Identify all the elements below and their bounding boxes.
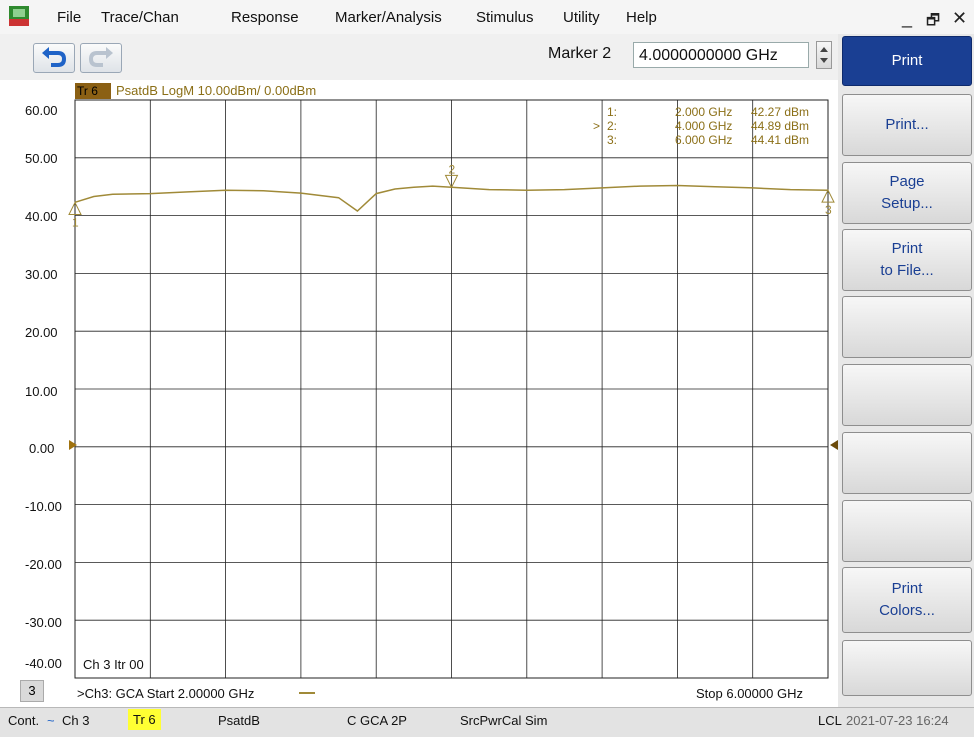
marker-label: Marker 2 xyxy=(548,45,612,62)
y-tick-label: -30.00 xyxy=(25,615,62,630)
marker-table-id: 1: xyxy=(607,105,618,119)
marker-table-freq: 6.000 GHz xyxy=(675,133,733,147)
softkey-label: Print xyxy=(891,580,923,597)
marker-label: 2 xyxy=(449,162,456,176)
softkey-button[interactable] xyxy=(842,500,972,562)
redo-button[interactable] xyxy=(80,43,122,73)
marker-triangle-icon[interactable] xyxy=(68,201,82,215)
softkey-button[interactable]: Print to File... xyxy=(842,229,972,291)
status-lcl: LCL xyxy=(818,713,842,728)
y-tick-label: 60.00 xyxy=(25,103,58,118)
y-tick-label: 30.00 xyxy=(25,267,58,282)
softkey-label: Setup... xyxy=(881,195,933,212)
start-frequency[interactable]: >Ch3: GCA Start 2.00000 GHz xyxy=(77,686,255,701)
marker-spinner[interactable] xyxy=(816,41,832,69)
softkey-label: Colors... xyxy=(879,602,935,619)
marker-table-prefix: > xyxy=(593,119,601,133)
softkey-button[interactable] xyxy=(842,296,972,358)
y-tick-label: -20.00 xyxy=(25,557,62,572)
marker-table-value: 42.27 dBm xyxy=(751,105,810,119)
menu-bar: File Trace/Chan Response Marker/Analysis… xyxy=(0,0,974,35)
app-icon[interactable] xyxy=(8,5,30,27)
ref-level-right-icon xyxy=(830,440,838,450)
softkey-label: Print xyxy=(891,52,923,69)
softkey-label: Page xyxy=(889,173,925,190)
status-param: PsatdB xyxy=(218,713,260,728)
menu-help[interactable]: Help xyxy=(626,9,657,26)
menu-utility[interactable]: Utility xyxy=(563,9,600,26)
softkey-button[interactable]: Page Setup... xyxy=(842,162,972,224)
undo-icon xyxy=(42,47,67,67)
redo-icon xyxy=(88,47,113,67)
y-tick-label: 0.00 xyxy=(29,441,55,456)
marker-table-id: 3: xyxy=(607,133,618,147)
restore-icon[interactable]: 🗗 xyxy=(926,12,941,29)
marker-triangle-icon[interactable] xyxy=(444,174,459,189)
trace-description: PsatdB LogM 10.00dBm/ 0.00dBm xyxy=(116,83,317,98)
softkey-button[interactable] xyxy=(842,432,972,494)
status-srcpwr: SrcPwrCal Sim xyxy=(460,713,548,728)
y-tick-label: 20.00 xyxy=(25,325,58,340)
channel-info: Ch 3 Itr 00 xyxy=(83,657,144,672)
softkey-button[interactable]: Print Colors... xyxy=(842,567,972,633)
y-tick-label: 50.00 xyxy=(25,151,58,166)
plot-grid xyxy=(75,100,828,678)
start-trace-swatch xyxy=(299,692,315,694)
status-cont[interactable]: Cont. xyxy=(8,713,40,728)
softkey-label: Print xyxy=(891,240,923,257)
close-icon[interactable]: ✕ xyxy=(952,8,968,28)
minimize-icon[interactable]: _ xyxy=(902,8,913,28)
marker-label: 3 xyxy=(825,203,832,217)
marker-table-value: 44.89 dBm xyxy=(751,119,810,133)
marker-triangle-icon[interactable] xyxy=(821,188,835,203)
ref-level-left-icon xyxy=(69,440,77,450)
softkey-button[interactable]: Print... xyxy=(842,94,972,156)
marker-table-freq: 4.000 GHz xyxy=(675,119,733,133)
channel-number-box[interactable]: 3 xyxy=(20,680,44,702)
softkey-button[interactable]: Print xyxy=(842,36,972,86)
marker-table-id: 2: xyxy=(607,119,618,133)
marker-value-input[interactable]: 4.0000000000 GHz xyxy=(633,42,809,68)
softkey-button[interactable] xyxy=(842,364,972,426)
marker-label: 1 xyxy=(72,215,79,229)
softkey-button[interactable] xyxy=(842,640,972,696)
y-tick-label: -10.00 xyxy=(25,499,62,514)
spinner-arrows-icon xyxy=(820,47,828,63)
menu-marker-analysis[interactable]: Marker/Analysis xyxy=(335,9,442,26)
status-bar xyxy=(0,707,974,737)
status-tr[interactable]: Tr 6 xyxy=(128,709,161,730)
menu-file[interactable]: File xyxy=(57,9,82,26)
trace-line xyxy=(74,184,829,212)
menu-stimulus[interactable]: Stimulus xyxy=(476,9,534,26)
status-gca: C GCA 2P xyxy=(347,713,407,728)
menu-trace-chan[interactable]: Trace/Chan xyxy=(101,9,179,26)
menu-response[interactable]: Response xyxy=(231,9,299,26)
stop-frequency[interactable]: Stop 6.00000 GHz xyxy=(696,686,803,701)
softkey-label: to File... xyxy=(880,262,934,279)
y-tick-label: -40.00 xyxy=(25,656,62,671)
undo-button[interactable] xyxy=(33,43,75,73)
status-datetime: 2021-07-23 16:24 xyxy=(846,713,949,728)
marker-group: 1 2 3 xyxy=(68,162,835,229)
y-tick-label: 10.00 xyxy=(25,384,58,399)
trace-label-box[interactable]: Tr 6 xyxy=(75,83,111,99)
softkey-label: Print... xyxy=(885,116,929,133)
status-ch[interactable]: Ch 3 xyxy=(62,713,90,728)
y-tick-label: 40.00 xyxy=(25,209,58,224)
marker-table-value: 44.41 dBm xyxy=(751,133,810,147)
plot-panel xyxy=(0,80,838,707)
marker-table-freq: 2.000 GHz xyxy=(675,105,733,119)
cont-indicator-icon: ~ xyxy=(47,713,55,728)
